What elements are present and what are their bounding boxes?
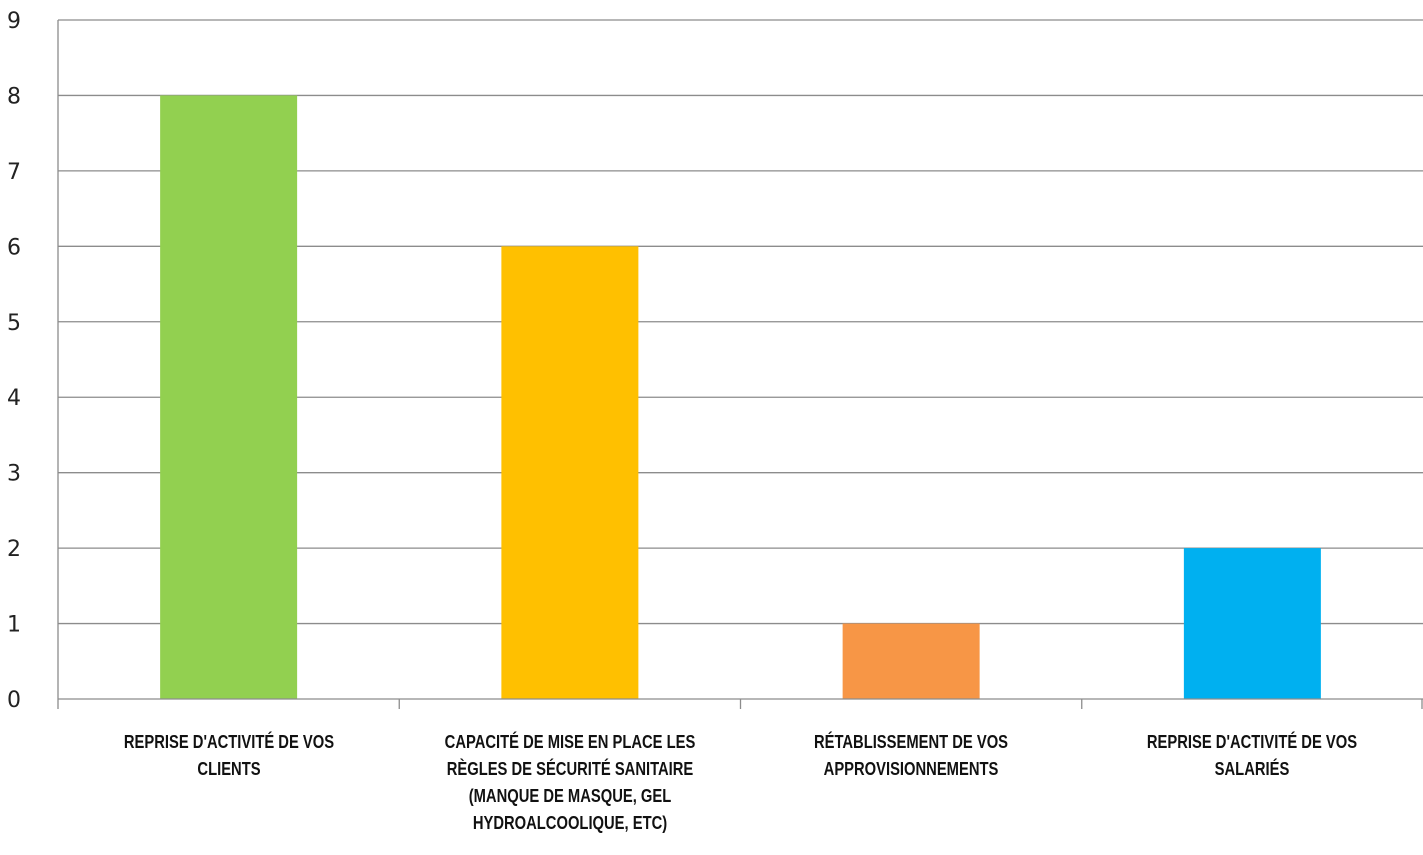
bar	[160, 95, 298, 699]
x-tick-label: Capacité de mise en place les règles de …	[444, 732, 696, 833]
y-tick-label: 5	[7, 311, 21, 336]
y-tick-label: 3	[7, 462, 21, 487]
y-tick-label: 6	[7, 235, 21, 260]
y-axis-tick-labels: 0 1 2 3 4 5 6 7 8 9	[7, 9, 21, 713]
y-tick-label: 4	[7, 386, 21, 411]
bars	[160, 95, 1321, 700]
x-tick-label: Reprise d'activité de vos salariés	[1147, 732, 1358, 779]
x-tick-label: Rétablissement de vos approvisionnements	[814, 732, 1009, 779]
x-tick-label: Reprise d'activité de vos clients	[123, 732, 334, 779]
y-tick-label: 1	[7, 613, 21, 638]
bar	[842, 623, 980, 699]
axes	[57, 20, 1423, 709]
y-tick-label: 9	[7, 9, 21, 34]
bar	[1183, 548, 1321, 699]
y-tick-label: 8	[7, 84, 21, 109]
bar	[501, 246, 639, 700]
y-tick-label: 7	[7, 160, 21, 185]
y-tick-label: 0	[7, 688, 21, 713]
y-tick-label: 2	[7, 537, 21, 562]
